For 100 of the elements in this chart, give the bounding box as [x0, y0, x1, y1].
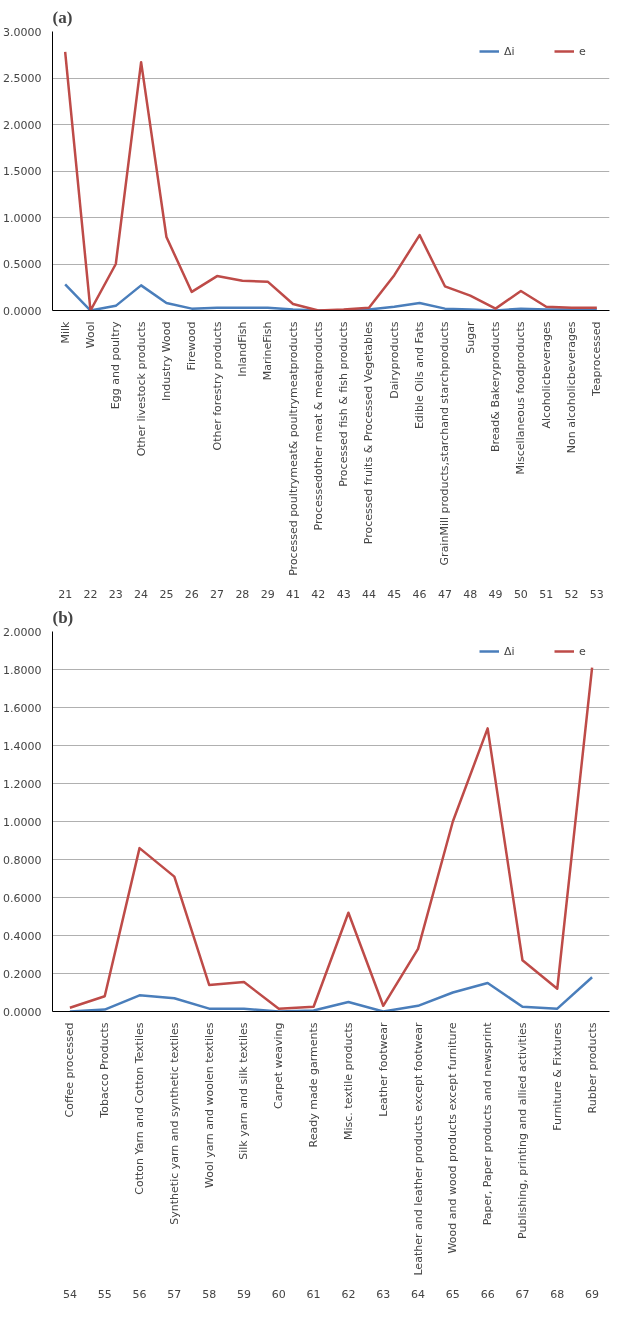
y-tick-label: 2.0000 — [3, 625, 42, 639]
text: 51 — [539, 587, 554, 601]
x-tick-label: Other forestry products — [210, 321, 224, 451]
x-tick-label: Egg and poultry — [109, 321, 123, 410]
text: 63 — [376, 1287, 391, 1301]
legend-label: Δi — [504, 44, 516, 58]
legend-label: e — [579, 44, 587, 58]
x-tick-label: Ready made garments — [307, 1022, 321, 1148]
legend-label: Δi — [504, 644, 516, 658]
text: 59 — [236, 1287, 251, 1301]
x-tick-label: InlandFish — [235, 321, 249, 377]
text: 41 — [286, 587, 301, 601]
text: 29 — [260, 587, 275, 601]
x-tick-label: Non alcoholicbeverages — [565, 321, 579, 454]
y-tick-label: 2.0000 — [3, 118, 42, 132]
text: 47 — [437, 587, 452, 601]
text: 61 — [306, 1287, 321, 1301]
text: 55 — [97, 1287, 112, 1301]
y-tick-label: 1.4000 — [3, 739, 42, 753]
y-tick-label: 0.5000 — [3, 258, 42, 271]
x-tick-label: Carpet weaving — [272, 1022, 286, 1110]
x-tick-label: Coffee processed — [63, 1022, 77, 1118]
x-tick-label: Rubber products — [585, 1022, 599, 1114]
x-tick-label: Leather footwear — [376, 1022, 390, 1117]
text: 27 — [210, 587, 225, 601]
y-tick-label: 0.4000 — [3, 929, 42, 943]
text: 62 — [341, 1287, 356, 1301]
x-tick-label: Processed fish & fish products — [337, 321, 351, 487]
y-tick-label: 0.0000 — [3, 1005, 42, 1019]
x-tick-label: Sugar — [463, 321, 477, 354]
y-tick-label: 3.0000 — [3, 25, 42, 39]
text: 23 — [108, 587, 123, 601]
x-tick-label: Alcoholicbeverages — [539, 321, 553, 429]
y-tick-label: 1.2000 — [3, 777, 42, 791]
text: 25 — [159, 587, 174, 601]
text: 46 — [412, 587, 427, 601]
x-tick-label: Synthetic yarn and synthetic textiles — [167, 1022, 181, 1225]
x-tick-label: Cotton Yarn and Cotton Textiles — [133, 1022, 147, 1195]
x-tick-label: Misc. textile products — [341, 1022, 355, 1140]
y-tick-label: 0.8000 — [3, 853, 42, 867]
x-tick-label: Tobacco Products — [98, 1022, 112, 1119]
y-tick-label: 1.0000 — [3, 815, 42, 829]
text: 57 — [167, 1287, 182, 1301]
x-tick-label: Leather and leather products except footwear — [411, 1022, 425, 1276]
text: 45 — [387, 587, 402, 601]
text: 43 — [336, 587, 351, 601]
text: 64 — [411, 1287, 426, 1301]
x-tick-label: Wool yarn and woolen textiles — [202, 1022, 216, 1189]
text: 50 — [513, 587, 528, 601]
x-tick-label: Edible Oils and Fats — [413, 321, 427, 430]
y-tick-label: 0.0000 — [3, 304, 42, 318]
x-tick-label: Processed poultrymeat& poultrymeatproducts — [286, 321, 300, 576]
x-tick-label: Industry Wood — [159, 321, 173, 401]
x-tick-label: Silk yarn and silk textiles — [237, 1022, 251, 1160]
text: 28 — [235, 587, 250, 601]
text: 56 — [132, 1287, 147, 1301]
legend-label: e — [579, 644, 587, 658]
x-tick-label: Wool — [83, 321, 97, 349]
text: 66 — [480, 1287, 495, 1301]
text: 26 — [184, 587, 199, 601]
line-series — [68, 666, 594, 1010]
y-tick-label: 2.5000 — [3, 72, 42, 85]
text: 60 — [271, 1287, 286, 1301]
y-tick-label: 1.6000 — [3, 701, 42, 715]
x-tick-label: Miscellaneous foodproducts — [514, 321, 528, 475]
text: 21 — [58, 587, 73, 601]
x-tick-label: Other livestock products — [134, 321, 148, 457]
line-series — [63, 283, 599, 311]
x-tick-label: Teaprocessed — [590, 321, 604, 397]
text: 68 — [550, 1287, 565, 1301]
text: 44 — [361, 587, 376, 601]
x-tick-label: Publishing, printing and allied activities — [515, 1022, 529, 1239]
y-tick-label: 1.5000 — [3, 165, 42, 178]
x-tick-label: Dairyproducts — [387, 321, 401, 399]
line-series — [68, 976, 594, 1012]
x-tick-label: Milk — [58, 320, 72, 344]
x-tick-label: Firewood — [185, 321, 199, 371]
chart-title: (b) — [52, 607, 74, 627]
text: 58 — [202, 1287, 217, 1301]
y-tick-label: 1.0000 — [3, 211, 42, 225]
x-tick-label: GrainMill products,starchand starchproducts — [438, 321, 452, 566]
text: 65 — [445, 1287, 460, 1301]
text: 49 — [488, 587, 503, 601]
chart-title: (a) — [52, 7, 73, 27]
text: 48 — [463, 587, 478, 601]
x-tick-label: Furniture & Fixtures — [550, 1022, 564, 1131]
y-tick-label: 0.2000 — [3, 967, 42, 981]
text: 24 — [134, 587, 149, 601]
y-tick-label: 1.8000 — [3, 663, 42, 677]
x-tick-label: Wood and wood products except furniture — [446, 1022, 460, 1254]
text: 69 — [585, 1287, 600, 1301]
text: 22 — [83, 587, 98, 601]
x-tick-label: Bread& Bakeryproducts — [489, 321, 503, 452]
text: 53 — [589, 587, 604, 601]
text: 42 — [311, 587, 326, 601]
y-tick-label: 0.6000 — [3, 891, 42, 905]
text: 67 — [515, 1287, 530, 1301]
x-tick-label: Processed fruits & Processed Vegetables — [362, 321, 376, 545]
x-tick-label: Processedother meat & meatproducts — [311, 321, 325, 531]
text: 52 — [564, 587, 579, 601]
